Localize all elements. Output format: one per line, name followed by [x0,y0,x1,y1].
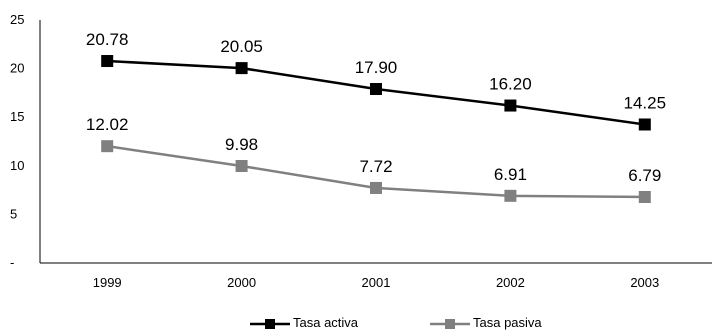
data-label: 9.98 [225,135,258,154]
y-axis-ticks: - 5 10 15 20 25 [10,12,24,270]
legend-item: Tasa pasiva [430,315,542,330]
data-label: 12.02 [86,115,129,134]
data-point-marker [101,140,114,153]
data-point-marker [370,83,382,96]
y-tick-label: 20 [10,61,24,76]
data-label: 16.20 [489,75,532,94]
data-label: 20.05 [220,37,263,56]
legend-item: Tasa activa [250,315,359,330]
x-tick-label: 2002 [496,275,525,290]
data-point-marker [638,191,651,204]
x-tick-label: 2000 [227,275,256,290]
x-tick-label: 2001 [362,275,391,290]
data-label: 6.91 [494,165,527,184]
x-axis-ticks: 1999 2000 2001 2002 2003 [93,275,660,290]
data-label: 17.90 [355,58,398,77]
x-tick-label: 2003 [630,275,659,290]
data-label: 20.78 [86,30,129,49]
series-0: 20.78 20.05 17.90 16.20 14.25 [86,30,667,131]
data-point-marker [370,181,382,194]
data-label: 7.72 [359,157,392,176]
legend-marker [445,319,455,329]
data-point-marker [235,159,248,172]
series-1: 12.02 9.98 7.72 6.91 6.79 [86,115,661,204]
data-point-marker [101,55,114,68]
series-group: 20.78 20.05 17.90 16.20 14.25 12.02 9.98 7.72 6.… [86,30,667,204]
data-label: 6.79 [628,166,661,185]
y-tick-label: 25 [10,12,24,27]
y-tick-label: 15 [10,109,24,124]
x-tick-label: 1999 [93,275,122,290]
y-tick-label: - [10,255,14,270]
data-point-marker [235,62,248,75]
legend-label: Tasa pasiva [473,315,542,330]
legend-label: Tasa activa [293,315,359,330]
data-point-marker [638,118,651,131]
legend: Tasa activa Tasa pasiva [250,315,542,330]
legend-marker [265,319,275,329]
y-tick-label: 5 [10,206,17,221]
data-label: 14.25 [624,93,667,112]
data-point-marker [504,99,517,112]
y-tick-label: 10 [10,158,24,173]
data-point-marker [504,189,517,202]
